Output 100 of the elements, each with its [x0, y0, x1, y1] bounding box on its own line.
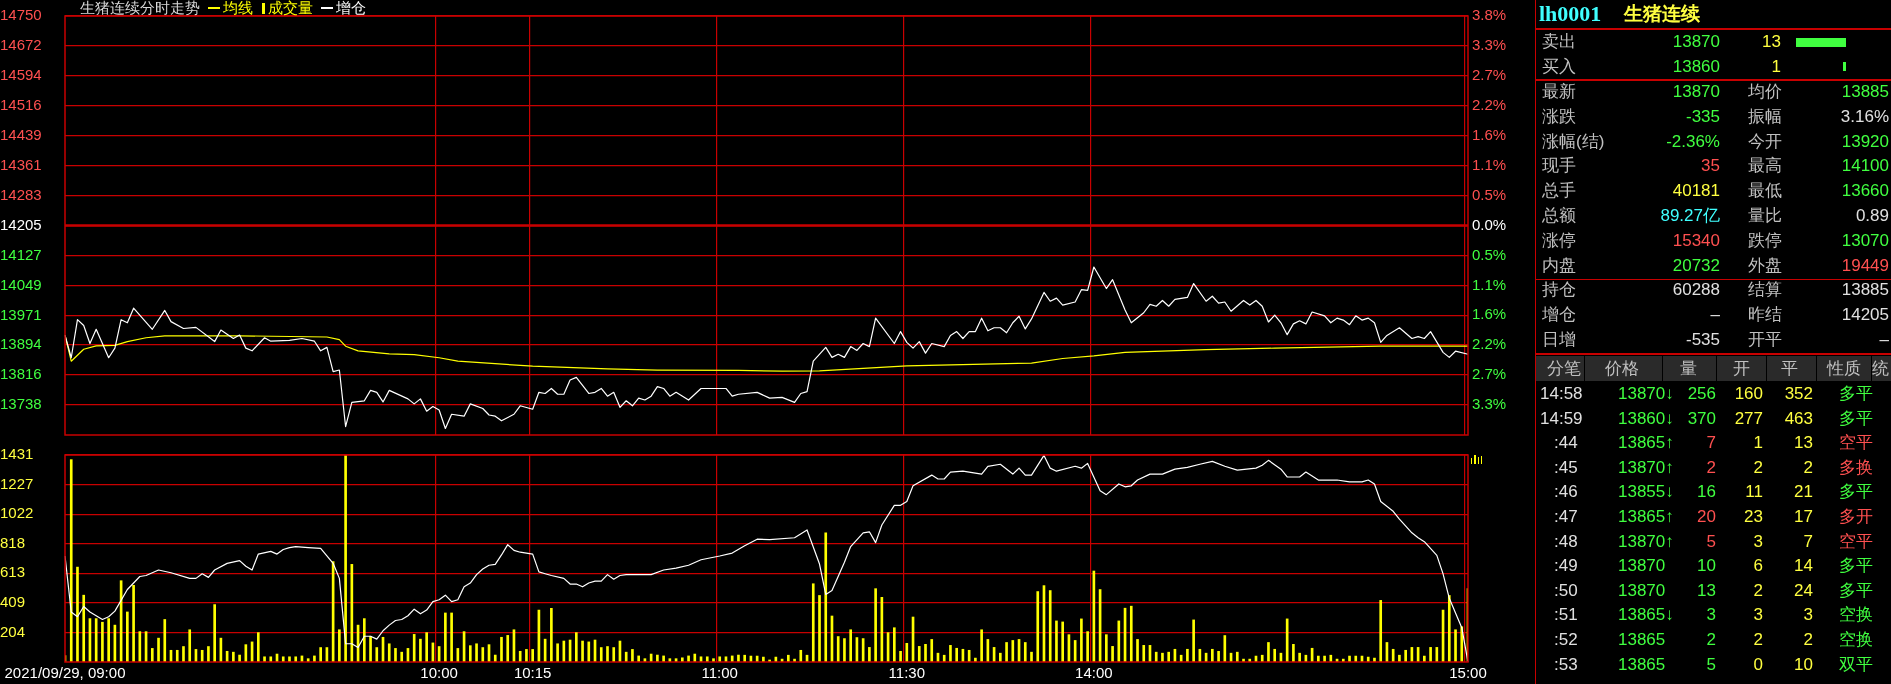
text: 平 [1780, 359, 1798, 378]
y-tick-label: 409 [0, 592, 26, 610]
text: 16 [1697, 481, 1716, 504]
text: 13070 [1841, 229, 1889, 252]
y-tick-label: 1431 [0, 445, 34, 463]
y-tick-label: 14361 [0, 155, 42, 173]
text: 空换 [1838, 629, 1874, 651]
text: 352 [1784, 383, 1813, 405]
y-tick-label: 1022 [0, 504, 34, 522]
text: 多平 [1838, 481, 1874, 504]
text: 性质 [1827, 359, 1861, 378]
text: 13 [1794, 432, 1813, 455]
y-tick-label: 14516 [0, 96, 42, 114]
y-tick-label: 14049 [0, 275, 42, 293]
text: 统 [1871, 359, 1889, 378]
chart-title: 生猪连续分时走势 [80, 0, 200, 16]
text: 5 [1706, 530, 1716, 553]
text: 7 [1706, 432, 1716, 455]
y2-tick-label: 2.7% [1472, 365, 1507, 383]
text: 277 [1734, 407, 1763, 430]
y2-tick-label: 3.3% [1472, 36, 1507, 54]
y-tick-label: 13971 [0, 305, 42, 323]
text: 13 [1762, 31, 1781, 53]
legend-label: 均线 [223, 0, 253, 16]
legend-label: 增仓 [336, 0, 366, 16]
text: :52 [1554, 629, 1578, 651]
text: 3 [1753, 604, 1763, 627]
text: 13865 [1618, 629, 1666, 651]
y2-tick-label: 1.6% [1472, 305, 1507, 323]
text: 6 [1753, 555, 1763, 578]
text: 89.27亿 [1660, 205, 1720, 227]
text: 2 [1753, 579, 1763, 602]
y-tick-label: 14439 [0, 125, 42, 143]
text: 13855↓ [1618, 481, 1674, 504]
text: 结算 [1748, 279, 1782, 302]
text: -535 [1685, 329, 1720, 351]
text: 13860 [1672, 55, 1720, 78]
text: 卖出 [1542, 31, 1576, 53]
text: :48 [1554, 530, 1578, 553]
y-tick-label: 613 [0, 563, 26, 581]
y2-tick-label: 3.8% [1472, 6, 1507, 24]
text: 开 [1731, 358, 1751, 380]
text: 13865↑ [1618, 506, 1674, 528]
text: 分笔 [1546, 358, 1582, 380]
text: 24 [1794, 579, 1813, 602]
text: 3.16% [1840, 105, 1889, 128]
text: 21 [1794, 481, 1813, 504]
text: :50 [1554, 579, 1578, 602]
legend-label: 成交量 [268, 0, 313, 16]
text: 463 [1784, 407, 1813, 430]
text: 13870 [1672, 81, 1720, 103]
text: 14205 [1841, 304, 1889, 327]
text: 买入 [1542, 55, 1576, 78]
y2-tick-label: 0.5% [1472, 245, 1507, 263]
text: 13865↑ [1618, 432, 1674, 455]
text: 13865 [1618, 653, 1666, 676]
text: 最低 [1748, 180, 1782, 203]
text: 160 [1734, 383, 1763, 405]
text: 涨停 [1542, 229, 1576, 252]
text: 今开 [1748, 130, 1782, 153]
y-tick-label: 14750 [0, 6, 42, 24]
text: 256 [1687, 383, 1716, 405]
text: 空平 [1838, 432, 1874, 455]
text: 13865↓ [1618, 604, 1674, 627]
y2-tick-label: 3.3% [1472, 395, 1507, 413]
y-tick-label: 13894 [0, 335, 42, 353]
text: 14 [1794, 555, 1813, 578]
text: 13870↑ [1618, 530, 1674, 553]
text: -2.36% [1666, 130, 1720, 153]
text: 内盘 [1542, 254, 1576, 277]
text: 1 [1771, 55, 1781, 78]
text: 持仓 [1542, 279, 1576, 302]
text: :49 [1554, 555, 1578, 578]
text: 5 [1706, 653, 1716, 676]
text: 最高 [1748, 155, 1782, 178]
text: 13870 [1672, 31, 1720, 53]
x-tick-label: 14:00 [1075, 664, 1113, 682]
text: 2 [1706, 629, 1716, 651]
y2-tick-label: 2.7% [1472, 66, 1507, 84]
text: 均价 [1748, 81, 1782, 103]
text: 13870 [1618, 555, 1666, 578]
text: 量 [1678, 358, 1698, 380]
text: 11 [1745, 481, 1763, 504]
text: 空换 [1838, 604, 1874, 627]
text: 19449 [1841, 254, 1889, 277]
text: 多换 [1838, 456, 1874, 479]
text: :47 [1554, 506, 1578, 528]
text: 涨跌 [1542, 105, 1576, 128]
text: 10 [1794, 653, 1813, 676]
text: 跌停 [1748, 229, 1782, 252]
text: 涨幅(结) [1542, 130, 1605, 153]
text: 量比 [1748, 205, 1782, 227]
text: 多平 [1838, 383, 1874, 405]
text: 14100 [1841, 155, 1889, 178]
x-tick-label: 15:00 [1449, 664, 1487, 682]
text: 13885 [1841, 279, 1889, 302]
text: 15340 [1672, 229, 1720, 252]
text: – [1710, 304, 1720, 327]
text: 40181 [1672, 180, 1720, 203]
text: 3 [1753, 530, 1763, 553]
